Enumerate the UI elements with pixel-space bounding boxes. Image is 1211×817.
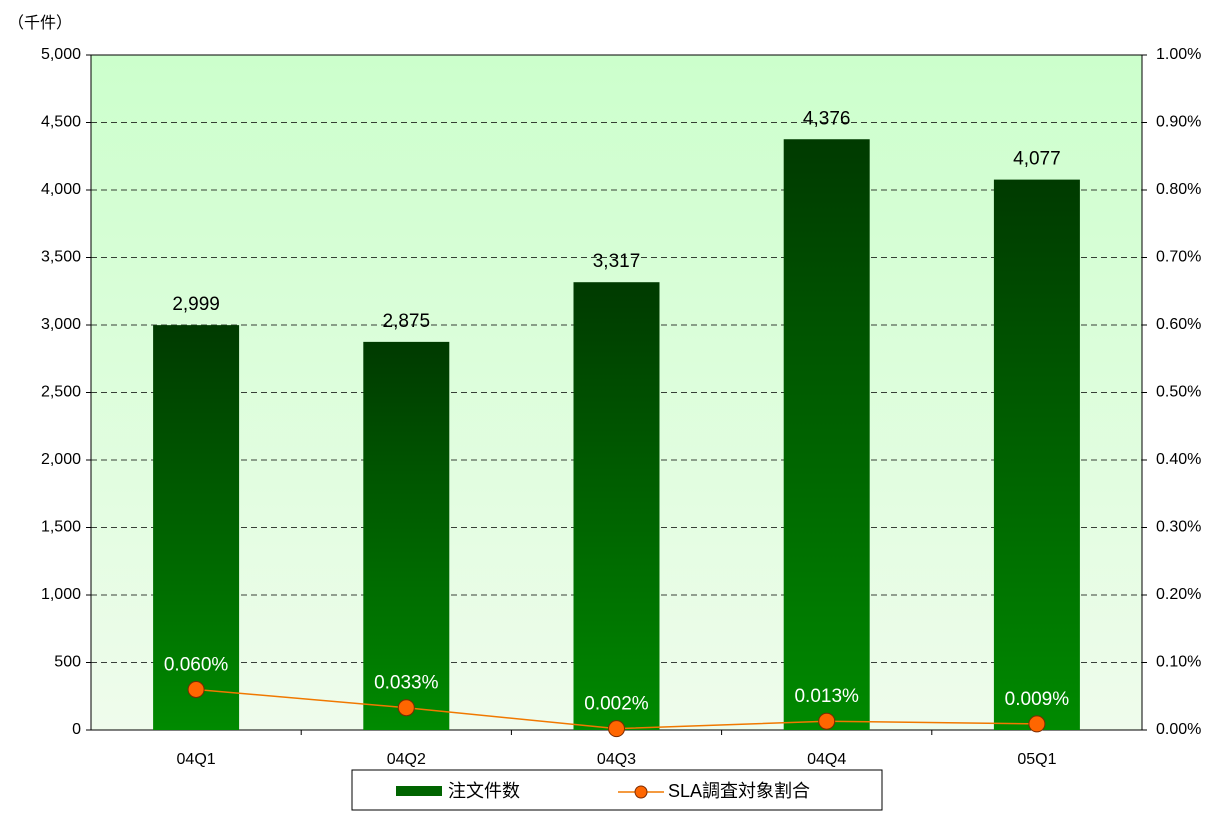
line-marker <box>1028 715 1046 733</box>
bar-value-label: 2,999 <box>172 294 220 315</box>
bar <box>363 341 450 730</box>
bar-value-label: 3,317 <box>593 251 641 272</box>
line-value-label: 0.060% <box>164 655 229 676</box>
y2-tick-label: 0.50% <box>1156 384 1201 401</box>
y-tick-label: 1,500 <box>41 519 81 536</box>
y-tick-label: 5,000 <box>41 46 81 63</box>
y2-tick-label: 0.70% <box>1156 249 1201 266</box>
y-tick-label: 2,500 <box>41 384 81 401</box>
bar <box>573 282 660 730</box>
x-tick-label: 04Q3 <box>597 751 636 768</box>
y-tick-label: 500 <box>54 654 81 671</box>
legend-swatch <box>396 786 442 796</box>
y-tick-label: 3,000 <box>41 316 81 333</box>
y-tick-label: 2,000 <box>41 451 81 468</box>
bar <box>153 325 240 730</box>
legend-label: SLA調査対象割合 <box>668 781 810 801</box>
line-value-label: 0.033% <box>374 673 439 694</box>
x-tick-label: 04Q4 <box>807 751 846 768</box>
line-marker <box>397 699 415 717</box>
y-tick-label: 3,500 <box>41 249 81 266</box>
y2-tick-label: 0.80% <box>1156 181 1201 198</box>
bar-value-label: 4,077 <box>1013 149 1061 170</box>
line-marker <box>818 712 836 730</box>
line-marker <box>187 681 205 698</box>
line-marker <box>608 720 625 738</box>
y2-tick-label: 0.90% <box>1156 114 1201 131</box>
y2-tick-label: 0.00% <box>1156 721 1201 738</box>
x-tick-label: 04Q2 <box>387 751 426 768</box>
legend-marker <box>634 785 648 799</box>
y2-tick-label: 1.00% <box>1156 46 1201 63</box>
bar <box>783 139 870 731</box>
y-tick-label: 4,000 <box>41 181 81 198</box>
bar <box>993 179 1080 731</box>
y-tick-label: 4,500 <box>41 114 81 131</box>
line-value-label: 0.009% <box>1005 689 1070 710</box>
y2-tick-label: 0.40% <box>1156 451 1201 468</box>
bar-value-label: 2,875 <box>383 311 431 332</box>
y-tick-label: 0 <box>72 721 81 738</box>
line-value-label: 0.013% <box>794 686 859 707</box>
y-axis-label: （千件） <box>8 14 72 32</box>
x-tick-label: 05Q1 <box>1017 751 1056 768</box>
line-value-label: 0.002% <box>584 694 649 715</box>
y2-tick-label: 0.30% <box>1156 519 1201 536</box>
y2-tick-label: 0.10% <box>1156 654 1201 671</box>
legend-label: 注文件数 <box>448 781 520 801</box>
bar-value-label: 4,376 <box>803 108 851 129</box>
y2-tick-label: 0.20% <box>1156 586 1201 603</box>
y2-tick-label: 0.60% <box>1156 316 1201 333</box>
x-tick-label: 04Q1 <box>177 751 216 768</box>
y-tick-label: 1,000 <box>41 586 81 603</box>
